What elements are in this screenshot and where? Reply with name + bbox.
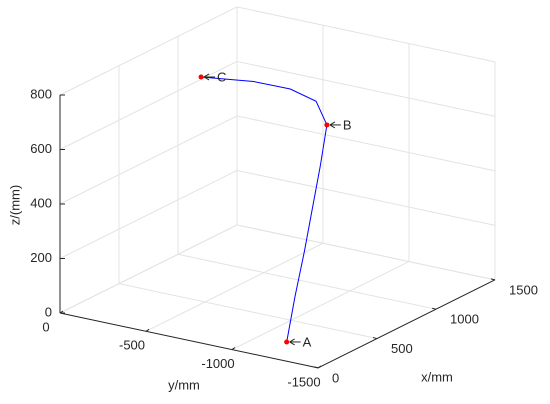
tick-mark bbox=[313, 366, 319, 369]
annotation-arrowhead bbox=[203, 73, 210, 81]
tick-mark bbox=[372, 337, 378, 340]
y-tick-label: -1000 bbox=[201, 356, 234, 371]
y-axis-label: y/mm bbox=[168, 377, 200, 392]
annotation-arrowhead bbox=[289, 338, 295, 346]
point-marker bbox=[324, 122, 330, 128]
grid-line bbox=[59, 6, 238, 96]
tick-mark bbox=[231, 347, 236, 351]
grid-line bbox=[177, 253, 437, 310]
axis-line bbox=[317, 279, 496, 369]
grid-line bbox=[236, 224, 496, 281]
grid-line bbox=[59, 224, 238, 314]
z-tick-label: 400 bbox=[30, 195, 52, 210]
grid-line bbox=[145, 242, 324, 332]
point-marker bbox=[284, 339, 290, 345]
x-tick-label: 0 bbox=[332, 370, 339, 385]
point-marker bbox=[198, 74, 204, 80]
grid-line bbox=[236, 115, 496, 172]
z-tick-label: 0 bbox=[45, 304, 52, 319]
grid-line bbox=[231, 261, 410, 351]
tick-mark bbox=[431, 307, 437, 310]
annotation-arrowhead bbox=[329, 121, 336, 129]
x-tick-label: 1500 bbox=[509, 282, 538, 297]
grid-line bbox=[236, 60, 496, 117]
grid-line bbox=[59, 115, 238, 205]
z-tick-label: 800 bbox=[30, 86, 52, 101]
grid-line bbox=[236, 169, 496, 226]
y-tick-label: -1500 bbox=[287, 374, 320, 389]
grid-line bbox=[59, 169, 238, 259]
y-tick-label: -500 bbox=[119, 338, 145, 353]
tick-mark bbox=[490, 278, 496, 281]
z-tick-label: 200 bbox=[30, 250, 52, 265]
tick-mark bbox=[59, 310, 64, 314]
x-tick-label: 500 bbox=[391, 341, 413, 356]
tick-mark bbox=[317, 365, 322, 369]
z-axis-label: z/(mm) bbox=[7, 185, 22, 225]
y-tick-label: 0 bbox=[42, 319, 49, 334]
z-tick-label: 600 bbox=[30, 141, 52, 156]
x-tick-label: 1000 bbox=[450, 312, 479, 327]
tick-mark bbox=[145, 328, 150, 332]
grid-line bbox=[236, 6, 496, 63]
grid-line bbox=[59, 60, 238, 150]
trajectory bbox=[201, 76, 328, 343]
point-label: C bbox=[217, 69, 226, 84]
x-axis-label: x/mm bbox=[421, 369, 453, 384]
axis-line bbox=[59, 312, 319, 369]
grid-line bbox=[118, 283, 378, 340]
point-label: A bbox=[303, 334, 312, 349]
point-label: B bbox=[343, 117, 352, 132]
